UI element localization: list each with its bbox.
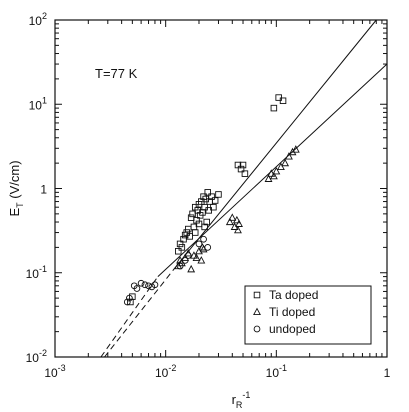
ta-doped-point (215, 191, 222, 198)
undoped-point (200, 235, 207, 243)
undoped-point (176, 262, 184, 270)
ti-doped-point (276, 162, 285, 171)
ti-doped-point (197, 256, 206, 264)
ta-doped-point (239, 161, 247, 169)
y-tick-label: 101 (29, 95, 47, 112)
dashed-extrapolation-line (104, 265, 177, 358)
fit-line (176, 19, 377, 267)
x-axis-label: rR-1 (232, 390, 251, 410)
x-tick-label: 10-3 (44, 363, 65, 380)
ta-doped-point (187, 214, 195, 221)
undoped-point (123, 298, 131, 306)
ta-doped-point (201, 223, 208, 231)
ti-doped-point (267, 169, 276, 177)
ta-doped-point (175, 247, 182, 255)
ti-doped-point (272, 166, 281, 175)
undoped-point (126, 294, 133, 302)
y-tick-label: 10-2 (26, 348, 47, 365)
ta-doped-point (210, 203, 217, 211)
ta-doped-point (178, 244, 186, 251)
ti-doped-point (225, 217, 234, 226)
ti-doped-point (192, 253, 201, 261)
legend-entry-label: Ti doped (269, 305, 315, 319)
undoped-point (151, 281, 159, 289)
undoped-point (145, 282, 152, 290)
y-tick-label: 102 (29, 11, 47, 28)
ti-doped-point (284, 152, 293, 160)
ta-doped-point (204, 189, 211, 196)
ta-doped-point (180, 235, 187, 243)
temperature-annotation: T=77 K (95, 66, 138, 81)
x-tick-label: 1 (384, 366, 391, 380)
ti-doped-point (228, 213, 237, 221)
ta-doped-point (186, 233, 193, 240)
undoped-point (137, 279, 145, 287)
ti-doped-point (234, 225, 242, 234)
undoped-point (195, 240, 203, 248)
y-tick-label: 10-1 (26, 264, 47, 281)
ti-doped-point (291, 145, 300, 153)
legend-square-icon (253, 291, 261, 299)
ti-doped-point (235, 219, 243, 227)
undoped-point (184, 252, 192, 259)
y-tick-label: 1 (40, 183, 47, 197)
ta-doped-point (208, 193, 215, 200)
ta-doped-point (279, 97, 287, 105)
ti-doped-point (232, 215, 241, 224)
dashed-extrapolation-line (100, 276, 159, 358)
ta-doped-point (241, 170, 249, 177)
ta-doped-point (176, 240, 184, 248)
legend-entry-label: Ta doped (269, 288, 318, 302)
ta-doped-point (191, 229, 199, 236)
x-tick-label: 10-2 (155, 363, 176, 380)
undoped-point (133, 285, 141, 292)
ta-doped-point (189, 210, 196, 218)
ti-doped-point (264, 174, 273, 182)
y-axis-label: ET (V/cm) (7, 160, 25, 216)
ta-doped-point (203, 218, 210, 226)
x-tick-label: 10-1 (266, 363, 287, 380)
ti-doped-point (189, 251, 198, 259)
undoped-point (204, 244, 212, 251)
ti-doped-point (281, 158, 290, 167)
ta-doped-point (185, 225, 192, 233)
ti-doped-point (187, 264, 196, 273)
undoped-point (141, 281, 149, 289)
ta-doped-point (237, 165, 245, 173)
legend-entry-label: undoped (269, 322, 316, 336)
legend: Ta doped Ti doped undoped (244, 285, 372, 345)
undoped-point (181, 257, 189, 264)
ta-doped-point (211, 197, 219, 204)
legend-circle-icon (253, 325, 261, 333)
axes (54, 19, 388, 358)
legend-box (244, 285, 372, 345)
ta-doped-point (270, 104, 278, 112)
legend-triangle-icon (253, 307, 261, 316)
fit-line (157, 63, 388, 277)
ti-doped-point (269, 171, 278, 180)
data-points (123, 94, 300, 306)
